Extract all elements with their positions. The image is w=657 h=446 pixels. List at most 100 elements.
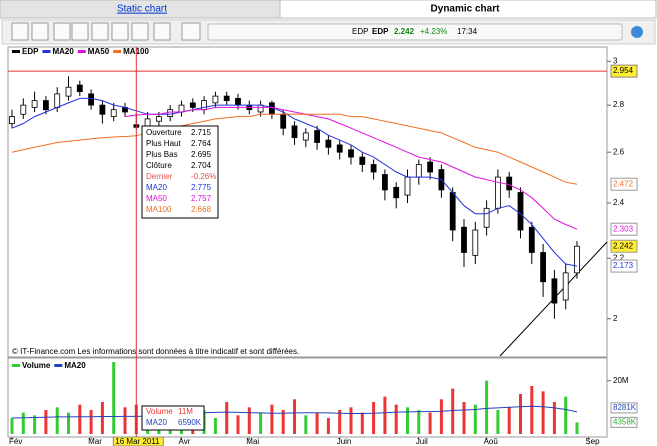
candle-body [189,102,196,108]
tab-dynamic-label[interactable]: Dynamic chart [431,4,501,15]
tool-button[interactable] [131,22,149,41]
last-value-label: 2.303 [613,224,634,233]
candle-body [257,104,264,113]
info-label: Plus Haut [146,139,181,148]
info-value: 2.668 [191,205,212,214]
volume-bar [89,410,93,434]
tab-static-label[interactable]: Static chart [117,4,167,15]
volume-bar [213,418,217,434]
volume-bar [372,402,376,434]
legend-label: Volume [22,361,51,370]
volume-bar [519,394,522,434]
candle-body [461,226,467,253]
tool-button[interactable] [53,22,71,41]
tab-dynamic[interactable] [279,0,657,19]
x-tick-label: Juin [337,437,352,446]
info-value: 2.764 [191,139,212,148]
volume-bar [225,402,229,434]
volume-bar [451,388,455,434]
candle-body [223,95,230,102]
last-value-bg [610,177,638,191]
volume-bar [485,380,489,434]
volume-info-label: MA20 [146,418,167,427]
crosshair-price-bg [610,64,638,78]
volume-bar [236,415,240,434]
volume-bar [462,402,466,434]
y-tick-label: 3 [613,56,618,65]
last-value-bg [610,416,638,428]
candle-body [472,229,479,256]
footer-note: © IT-Finance.com Les informations sont d… [12,347,299,356]
volume-bar [112,362,116,434]
candle-body [144,118,151,127]
candle-body [54,93,61,108]
y-tick-label: 2 [613,314,618,323]
candle-body [235,97,241,106]
candle-body [336,144,343,153]
candle-body [99,104,106,115]
quote-box [207,23,623,41]
quote-price: 2.242 [394,27,415,36]
last-value-label: 4358K [613,417,637,426]
price-panel [7,46,608,358]
quote-name: EDP [352,27,368,36]
candle-body [178,104,185,113]
volume-bar [406,407,409,434]
tool-button[interactable] [11,22,29,41]
last-value-bg [610,239,638,253]
info-value: -0.26% [191,172,216,181]
info-value: 2.715 [191,128,212,137]
candle-body [201,100,208,111]
x-tick-label: Avr [179,437,191,446]
info-label: MA100 [146,205,172,214]
help-icon[interactable] [631,26,643,38]
last-value-bg [610,259,638,273]
legend-label: MA20 [64,361,86,370]
candle-body [20,104,27,115]
volume-bar [55,407,59,434]
candle-body [415,164,422,178]
crosshair-date: 16 Mar 2011 [115,437,160,446]
candle-body [9,116,15,124]
candle-body [110,109,117,117]
candle-body [404,176,411,196]
legend-label: MA20 [52,47,74,56]
y-tick-label: 2.2 [613,253,625,262]
candle-body [483,207,490,228]
info-value: 2.704 [191,161,212,170]
tool-button[interactable] [91,22,109,41]
volume-panel [7,357,608,438]
volume-bar [394,404,398,434]
tool-button[interactable] [111,22,129,41]
info-label: Ouverture [146,128,182,137]
last-value-label: 2.472 [613,179,634,188]
candle-body [359,156,366,165]
volume-bar [100,402,104,434]
volume-bar [123,407,127,434]
candle-body [517,192,524,231]
tool-button[interactable] [31,22,49,41]
info-value: 2.775 [191,183,212,192]
tool-button[interactable] [71,22,89,41]
info-label: Plus Bas [146,150,178,159]
volume-info-label: Volume [146,407,173,416]
y-tick-label: 2.6 [613,147,625,156]
x-tick-label: Aoû [484,437,498,446]
volume-bar [439,399,443,434]
tool-button[interactable] [181,22,201,41]
legend-swatch [42,50,51,53]
volume-bar [428,412,432,434]
y-tick-label: 20M [613,376,629,385]
legend-swatch [54,364,63,367]
legend-swatch [12,364,20,367]
last-value-label: 8281K [613,403,637,412]
y-tick-label: 2.8 [613,100,625,109]
volume-bar [473,404,477,434]
candle-body [562,272,569,301]
volume-info-box [141,405,205,431]
candle-body [280,113,287,129]
candle-body [370,164,377,173]
tool-button[interactable] [153,22,171,41]
candle-body [167,109,174,117]
